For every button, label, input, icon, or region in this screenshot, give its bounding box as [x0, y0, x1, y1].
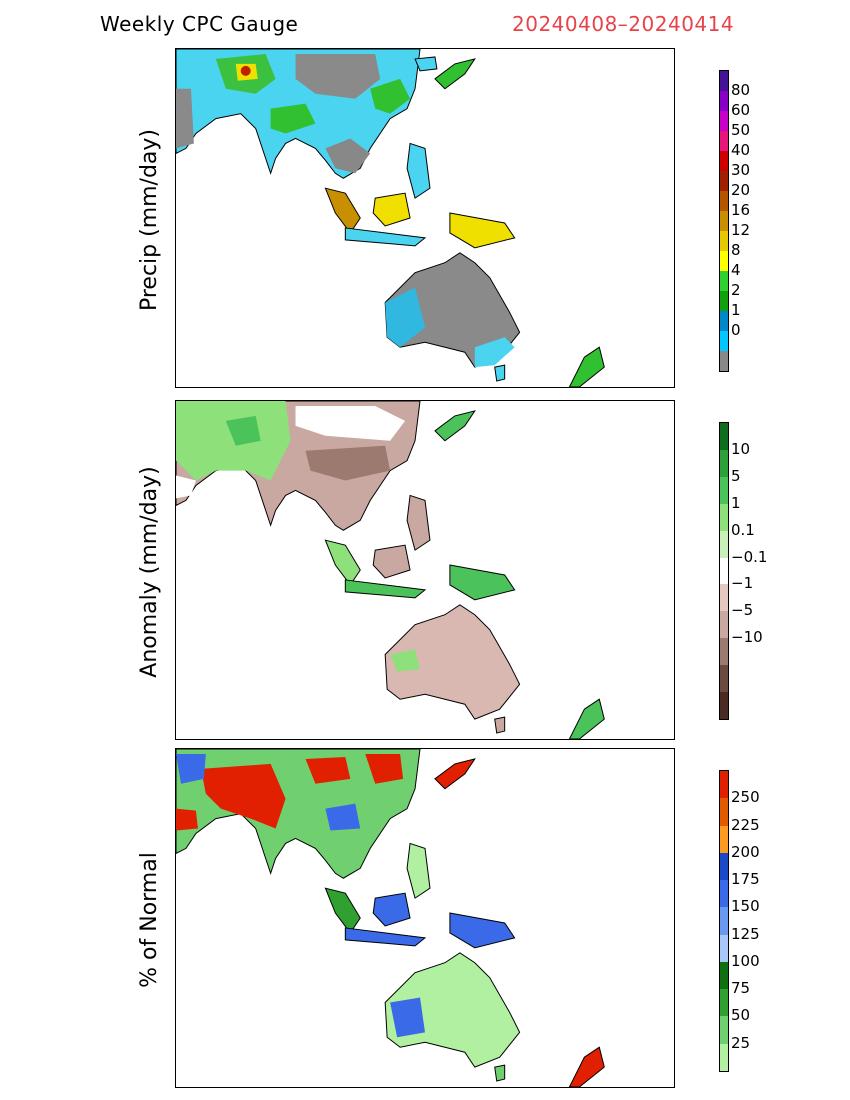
colorbar-tick-label: 10: [731, 439, 751, 458]
colorbar-segment: [720, 907, 728, 935]
colorbar-tick-label: 150: [731, 897, 760, 916]
colorbar-segment: [720, 171, 728, 191]
colorbar-segment: [720, 251, 728, 271]
colorbar-tick-label: 4: [731, 261, 741, 279]
colorbar-tick-label: 200: [731, 842, 760, 861]
colorbar-tick-label: 20: [731, 181, 751, 199]
colorbar-segment: [720, 934, 728, 962]
colorbar-tick-label: 30: [731, 161, 751, 179]
colorbar-tick-label: 75: [731, 979, 751, 998]
colorbar-tick-label: 50: [731, 121, 751, 139]
colorbar-tick-label: 80: [731, 81, 751, 99]
colorbar-tick-label: −0.1: [731, 547, 768, 566]
colorbar-segment: [720, 331, 728, 351]
colorbar-tick-label: 175: [731, 870, 760, 889]
colorbar-segment: [720, 989, 728, 1017]
colorbar-tick-label: 60: [731, 101, 751, 119]
colorbar-tick-label: 125: [731, 924, 760, 943]
colorbar-segment: [720, 771, 728, 799]
colorbar-segment: [720, 423, 728, 450]
colorbar-segment: [720, 530, 728, 558]
colorbar-segment: [720, 1016, 728, 1044]
colorbar-segment: [720, 91, 728, 111]
colorbar-segment: [720, 476, 728, 504]
colorbar-tick-label: 16: [731, 201, 751, 219]
colorbar-segment: [720, 1043, 728, 1071]
colorbar-tick-label: 225: [731, 815, 760, 834]
colorbar-tick-label: 40: [731, 141, 751, 159]
colorbar-segment: [720, 111, 728, 131]
colorbar-segment: [720, 503, 728, 531]
colorbar-segment: [720, 271, 728, 291]
colorbar-segment: [720, 557, 728, 585]
colorbar-tick-label: 1: [731, 493, 741, 512]
colorbar-segment: [720, 449, 728, 477]
colorbar-segment: [720, 211, 728, 231]
colorbar-tick-label: 1: [731, 301, 741, 319]
percent-normal-map-panel: [175, 748, 675, 1088]
anomaly-map-panel: [175, 400, 675, 740]
colorbar-segment: [720, 638, 728, 666]
colorbar-tick-label: 0.1: [731, 520, 755, 539]
precip-map-panel: [175, 48, 675, 388]
colorbar-tick-label: −10: [731, 628, 763, 647]
colorbar-tick-label: −1: [731, 574, 754, 593]
colorbar-segment: [720, 71, 728, 91]
colorbar-segment: [720, 692, 728, 719]
colorbar-segment: [720, 231, 728, 251]
title-left: Weekly CPC Gauge: [100, 12, 299, 36]
precip-colorbar: [719, 70, 729, 372]
colorbar-segment: [720, 665, 728, 693]
colorbar-tick-label: 250: [731, 788, 760, 807]
colorbar-segment: [720, 825, 728, 853]
ylabel-anomaly: Anomaly (mm/day): [137, 466, 162, 678]
colorbar-segment: [720, 798, 728, 826]
colorbar-segment: [720, 611, 728, 639]
colorbar-tick-label: 100: [731, 951, 760, 970]
anomaly-colorbar: [719, 422, 729, 720]
colorbar-tick-label: 8: [731, 241, 741, 259]
colorbar-tick-label: 12: [731, 221, 751, 239]
colorbar-tick-label: 50: [731, 1006, 751, 1025]
colorbar-tick-label: 2: [731, 281, 741, 299]
colorbar-segment: [720, 131, 728, 151]
colorbar-tick-label: 25: [731, 1033, 751, 1052]
colorbar-segment: [720, 151, 728, 171]
colorbar-segment: [720, 584, 728, 612]
colorbar-tick-label: −5: [731, 601, 754, 620]
percent-normal-colorbar: [719, 770, 729, 1072]
colorbar-segment: [720, 311, 728, 331]
ylabel-precip: Precip (mm/day): [137, 128, 162, 312]
colorbar-segment: [720, 880, 728, 908]
ylabel-percent-normal: % of Normal: [137, 852, 162, 988]
title-date-range: 20240408–20240414: [512, 12, 735, 36]
colorbar-segment: [720, 291, 728, 311]
colorbar-segment: [720, 961, 728, 990]
colorbar-segment: [720, 351, 728, 371]
colorbar-segment: [720, 191, 728, 211]
colorbar-tick-label: 0: [731, 321, 741, 339]
colorbar-segment: [720, 852, 728, 881]
colorbar-tick-label: 5: [731, 466, 741, 485]
